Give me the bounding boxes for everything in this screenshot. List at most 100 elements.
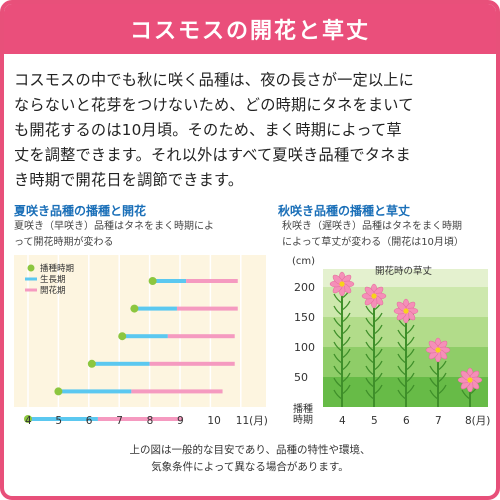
x-tick-label: 11(月): [236, 415, 268, 427]
legend-sow-marker: [27, 264, 35, 272]
flower-center: [435, 347, 441, 353]
sowing-point: [24, 415, 32, 423]
cosmos-flower: [393, 298, 419, 324]
height-band: [323, 269, 488, 287]
cosmos-leaf: [333, 389, 343, 400]
sowing-point: [87, 359, 96, 368]
page-title: コスモスの開花と草丈: [129, 19, 370, 44]
cosmos-leaf: [437, 372, 447, 383]
footnote-line: 気象条件によって異なる場合があります。: [151, 461, 349, 473]
cosmos-leaf: [333, 317, 343, 328]
sowing-point: [130, 304, 139, 313]
footnote-line: 上の図は一般的な目安であり、品種の特性や環境、: [129, 444, 371, 456]
subtitle-line: って開花時期が変わる: [14, 237, 114, 248]
in-chart-label: 開花時の草丈: [375, 265, 433, 277]
bloom-period-bar: [97, 417, 184, 421]
grow-period-bar: [28, 417, 98, 421]
cosmos-leaf: [341, 312, 351, 323]
cosmos-leaf: [373, 372, 383, 383]
cosmos-leaf: [365, 353, 375, 364]
cosmos-leaf: [365, 317, 375, 328]
cosmos-leaf: [333, 365, 343, 376]
legend-label: 播種時期: [40, 263, 74, 274]
grow-period-bar: [122, 334, 168, 339]
right-panel-subtitle: 秋咲き（遅咲き）品種はタネをまく時期 によって草丈が変わる（開花は10月頃）: [282, 219, 464, 251]
y-tick-label: 100: [294, 341, 315, 354]
grow-period-bar: [58, 389, 132, 394]
cosmos-leaf: [341, 348, 351, 359]
cosmos-flower: [329, 271, 355, 297]
cosmos-leaf: [341, 336, 351, 347]
intro-line: き時期で開花日を調節できます。: [14, 171, 244, 189]
y-tick-label: 50: [294, 371, 308, 384]
cosmos-leaf: [429, 389, 439, 400]
sowing-point: [54, 387, 63, 396]
flower-center: [371, 293, 377, 299]
x-tick-label: 8(月): [465, 415, 490, 427]
intro-text: コスモスの中でも秋に咲く品種は、夜の長さが一定以上に ならないと花芽をつけないた…: [14, 68, 488, 193]
cosmos-leaf: [397, 353, 407, 364]
subtitle-line: によって草丈が変わる（開花は10月頃）: [282, 237, 464, 248]
cosmos-leaf: [333, 329, 343, 340]
legend-label: 生長期: [40, 274, 66, 285]
legend-grow-swatch: [25, 277, 37, 281]
x-tick-label: 7: [116, 415, 123, 427]
cosmos-leaf: [341, 324, 351, 335]
flower-center: [339, 281, 345, 287]
grow-period-bar: [152, 279, 187, 283]
cosmos-leaf: [333, 293, 343, 304]
cosmos-leaf: [333, 341, 343, 352]
x-tick-label: 7: [435, 415, 442, 427]
cosmos-leaf: [397, 365, 407, 376]
footnote: 上の図は一般的な目安であり、品種の特性や環境、 気象条件によって異なる場合があり…: [4, 442, 496, 476]
y-unit-label: (cm): [292, 256, 315, 267]
cosmos-leaf: [397, 377, 407, 388]
cosmos-flower: [361, 283, 387, 309]
cosmos-leaf: [365, 377, 375, 388]
cosmos-leaf: [333, 305, 343, 316]
bloom-period-bar: [167, 334, 235, 339]
bloom-period-bar: [186, 279, 238, 283]
cosmos-leaf: [437, 384, 447, 395]
cosmos-leaf: [333, 353, 343, 364]
cosmos-leaf: [405, 372, 415, 383]
cosmos-leaf: [341, 372, 351, 383]
bloom-period-bar: [176, 306, 238, 311]
grow-period-bar: [91, 361, 150, 366]
cosmos-leaf: [373, 360, 383, 371]
y-tick-label: 200: [294, 281, 315, 294]
cosmos-leaf: [365, 341, 375, 352]
cosmos-leaf: [373, 336, 383, 347]
left-panel-subtitle: 夏咲き（早咲き）品種はタネをまく時期によ って開花時期が変わる: [14, 219, 214, 251]
cosmos-leaf: [341, 384, 351, 395]
cosmos-leaf: [365, 305, 375, 316]
cosmos-leaf: [373, 348, 383, 359]
cosmos-leaf: [333, 377, 343, 388]
y-axis-label: 播種: [293, 402, 313, 415]
cosmos-leaf: [405, 384, 415, 395]
y-axis-label: 時期: [293, 414, 313, 426]
sowing-point: [118, 332, 127, 341]
x-tick-label: 6: [86, 415, 93, 427]
cosmos-leaf: [397, 341, 407, 352]
y-tick-label: 150: [294, 311, 315, 324]
grow-period-bar: [134, 306, 177, 311]
flower-center: [403, 308, 409, 314]
cosmos-leaf: [429, 365, 439, 376]
cosmos-flower: [425, 337, 451, 363]
cosmos-leaf: [397, 389, 407, 400]
cosmos-leaf: [405, 348, 415, 359]
x-tick-label: 5: [55, 415, 62, 427]
cosmos-leaf: [437, 360, 447, 371]
cosmos-leaf: [341, 300, 351, 311]
sowing-point: [148, 277, 157, 285]
cosmos-leaf: [373, 324, 383, 335]
flower-center: [467, 377, 473, 383]
intro-line: ならないと花芽をつけないため、どの時期にタネをまいて: [14, 96, 414, 114]
x-tick-label: 10: [207, 415, 220, 427]
intro-line: も開花するのは10月頃。そのため、まく時期によって草: [14, 121, 402, 139]
cosmos-leaf: [461, 389, 471, 400]
cosmos-flower: [457, 367, 483, 393]
intro-line: 丈を調整できます。それ以外はすべて夏咲き品種でタネま: [14, 146, 411, 164]
